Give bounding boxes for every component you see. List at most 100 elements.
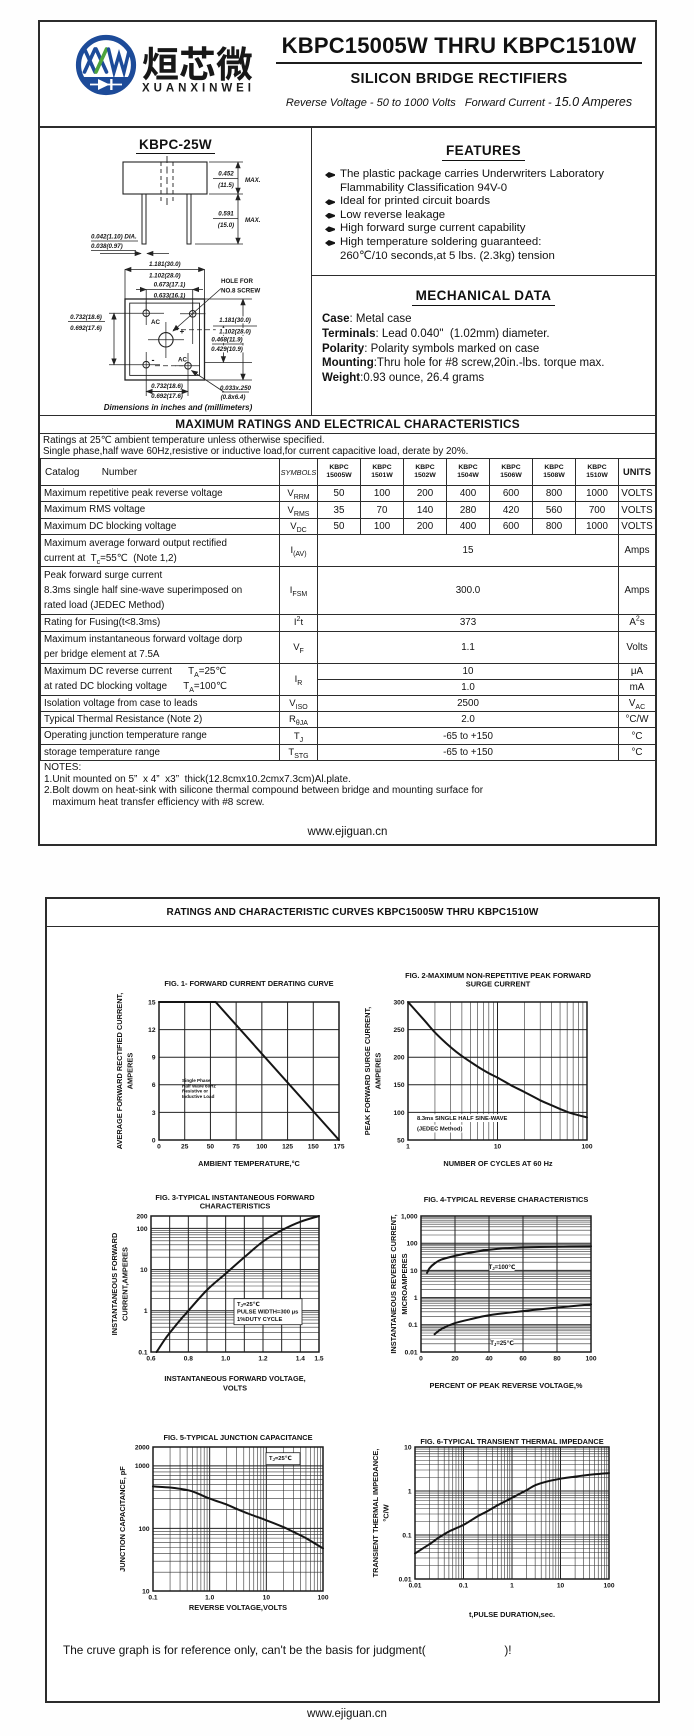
y-axis-label: INSTANTANEOUS REVERSE CURRENT, (389, 1214, 398, 1353)
table-row: Catalog Number SYMBOLS KBPC 15005W KBPC 1501W… (40, 458, 656, 486)
symbol-cell: TJ (279, 727, 318, 745)
value-cell: 100 (360, 517, 404, 536)
subscript: FSM (292, 591, 308, 599)
text-fragment: =25℃ (243, 1301, 260, 1308)
notes: NOTES: 1.Unit mounted on 5” x 4” x3” thi… (44, 762, 484, 808)
value-cell: 10 (317, 662, 619, 680)
chart-title: SURGE CURRENT (466, 980, 531, 989)
col-header-part: KBPC 1502W (403, 458, 447, 486)
superscript: 2 (296, 616, 301, 624)
text-block: The plastic package carries Underwriters… (340, 168, 604, 195)
bold-label: Mounting (322, 357, 374, 370)
text-block: Peak forward surge current (44, 569, 163, 581)
drawing-group: 0.01 0.1 1 10 100 0.01 0.1 1 10 (399, 1444, 615, 1589)
chart-annotation: TJ=25℃ (490, 1340, 514, 1347)
text-block: The plastic package carries Underwriters… (325, 168, 649, 263)
dimension-label: MAX. (245, 217, 261, 224)
ratings-condition-line: Single phase,half wave 60Hz,resistive or… (43, 446, 469, 458)
text-span: Forward Current - (455, 97, 555, 109)
value-cell: 400 (446, 484, 490, 503)
dimension-label: (11.5) (218, 182, 234, 189)
table-row: Maximum RMS voltage VRMS 35 70 140 280 420 560 7… (40, 501, 656, 519)
x-tick-label: 80 (553, 1356, 561, 1363)
x-tick-label: 0 (419, 1356, 423, 1363)
table-row: Typical Thermal Resistance (Note 2) RθJA 2… (40, 711, 656, 729)
mechanical-heading: MECHANICAL DATA (312, 287, 655, 306)
y-tick-label: 0.1 (402, 1532, 411, 1539)
chart-title: FIG. 5-TYPICAL JUNCTION CAPACITANCE (163, 1433, 312, 1442)
text-fragment: T (269, 1456, 273, 1462)
feature-item: High temperature soldering guaranteed: 26… (325, 236, 649, 263)
x-tick-label: 25 (181, 1144, 189, 1151)
y-axis-label: TRANSIENT THERMAL IMPEDANCE, (371, 1449, 380, 1578)
chart-title: FIG. 3-TYPICAL INSTANTANEOUS FORWARD (155, 1193, 315, 1202)
units-cell: °C (618, 743, 656, 762)
symbol-cell: I2t (279, 614, 318, 632)
drawing-rect (491, 1339, 513, 1347)
y-tick-label: 150 (393, 1082, 404, 1089)
bold-label: Case (322, 313, 350, 325)
units-cell: Amps (618, 534, 656, 568)
feature-bullet-icon (325, 239, 335, 246)
drawing-group (68, 156, 257, 396)
drawing-rect (416, 1124, 463, 1133)
value-cell: 70 (360, 501, 404, 519)
drawing-rect (207, 335, 247, 343)
x-tick-label: 0.1 (459, 1583, 468, 1590)
drawing-rect (110, 79, 113, 90)
x-tick-label: 100 (603, 1583, 614, 1590)
y-tick-label: 10 (140, 1267, 148, 1274)
dimension-label: 0.673(17.1) (154, 282, 186, 289)
dimension-label: 0.038(0.97) (91, 243, 123, 250)
mech-item: Weight:0.93 ounce, 26.4 grams (322, 372, 485, 385)
header: XUANXINWEI KBPC15005W THRU KBPC1510W SIL… (40, 22, 655, 128)
drawing-group (142, 46, 178, 81)
y-tick-label: 200 (393, 1055, 404, 1062)
bold-label: Terminals (322, 327, 376, 340)
value-cell: 560 (532, 501, 576, 519)
x-tick-label: 100 (256, 1144, 267, 1151)
chart-annotation: 1%DUTY CYCLE (237, 1317, 282, 1323)
dimension-label: + (180, 327, 185, 336)
y-axis-label: AMPERES (126, 1053, 135, 1090)
col-header-part: KBPC 1506W (489, 458, 533, 486)
x-axis-label: INSTANTANEOUS FORWARD VOLTAGE, (164, 1374, 305, 1383)
dimension-label: NO.8 SCREW (221, 288, 260, 295)
x-tick-label: 75 (232, 1144, 240, 1151)
feature-line: The plastic package carries Underwriters… (340, 168, 604, 180)
ratings-tagline: Reverse Voltage - 50 to 1000 Volts Forwa… (265, 95, 653, 109)
y-tick-label: 50 (397, 1137, 405, 1144)
value-cell: 800 (532, 484, 576, 503)
value-cell: 200 (403, 517, 447, 536)
package-name: KBPC-25W (40, 136, 311, 154)
units-cell: μA (618, 662, 656, 680)
x-tick-label: 100 (581, 1144, 592, 1151)
text-block: Low reverse leakage (340, 209, 445, 223)
dimension-label: 0.732(18.6) (151, 383, 183, 390)
value-cell: 1000 (575, 484, 619, 503)
units-cell: Amps (618, 566, 656, 616)
subscript: A (189, 687, 194, 695)
drawing-group (68, 266, 257, 395)
text-block: Maximum repetitive peak reverse voltage (44, 488, 223, 499)
x-tick-label: 125 (282, 1144, 293, 1151)
chart-title: FIG. 2-MAXIMUM NON-REPETITIVE PEAK FORWA… (405, 971, 592, 980)
plot-border (152, 1446, 324, 1592)
plot-border (150, 1215, 320, 1353)
description-cell: Operating junction temperature range (40, 727, 280, 745)
y-tick-label: 1 (408, 1488, 412, 1495)
x-tick-label: 10 (557, 1583, 565, 1590)
dimension-label: MAX. (245, 177, 261, 184)
dimension-label: - (152, 355, 155, 365)
mech-item: Mounting:Thru hole for #8 screw,20in.-lb… (322, 357, 605, 370)
curve-cj (152, 1485, 324, 1550)
fig3-instantaneous-forward-chart: 0.6 0.8 1.0 1.2 1.4 1.5 0.1 1 10 100 200 FIG. 3-TYP… (47, 1185, 352, 1420)
value-cell: 373 (317, 614, 619, 632)
mech-item: Polarity: Polarity symbols marked on cas… (322, 342, 540, 355)
chart-annotation: Half Wave 60Hz (182, 1083, 216, 1088)
y-axis-label: INSTANTANEOUS FORWARD (110, 1232, 119, 1335)
units-cell: °C/W (618, 711, 656, 729)
major-gridlines (153, 1447, 323, 1591)
ratings-conditions: Ratings at 25℃ ambient temperature unles… (43, 435, 653, 457)
y-axis-label: PEAK FORWARD SURGE CURRENT, (363, 1007, 372, 1135)
